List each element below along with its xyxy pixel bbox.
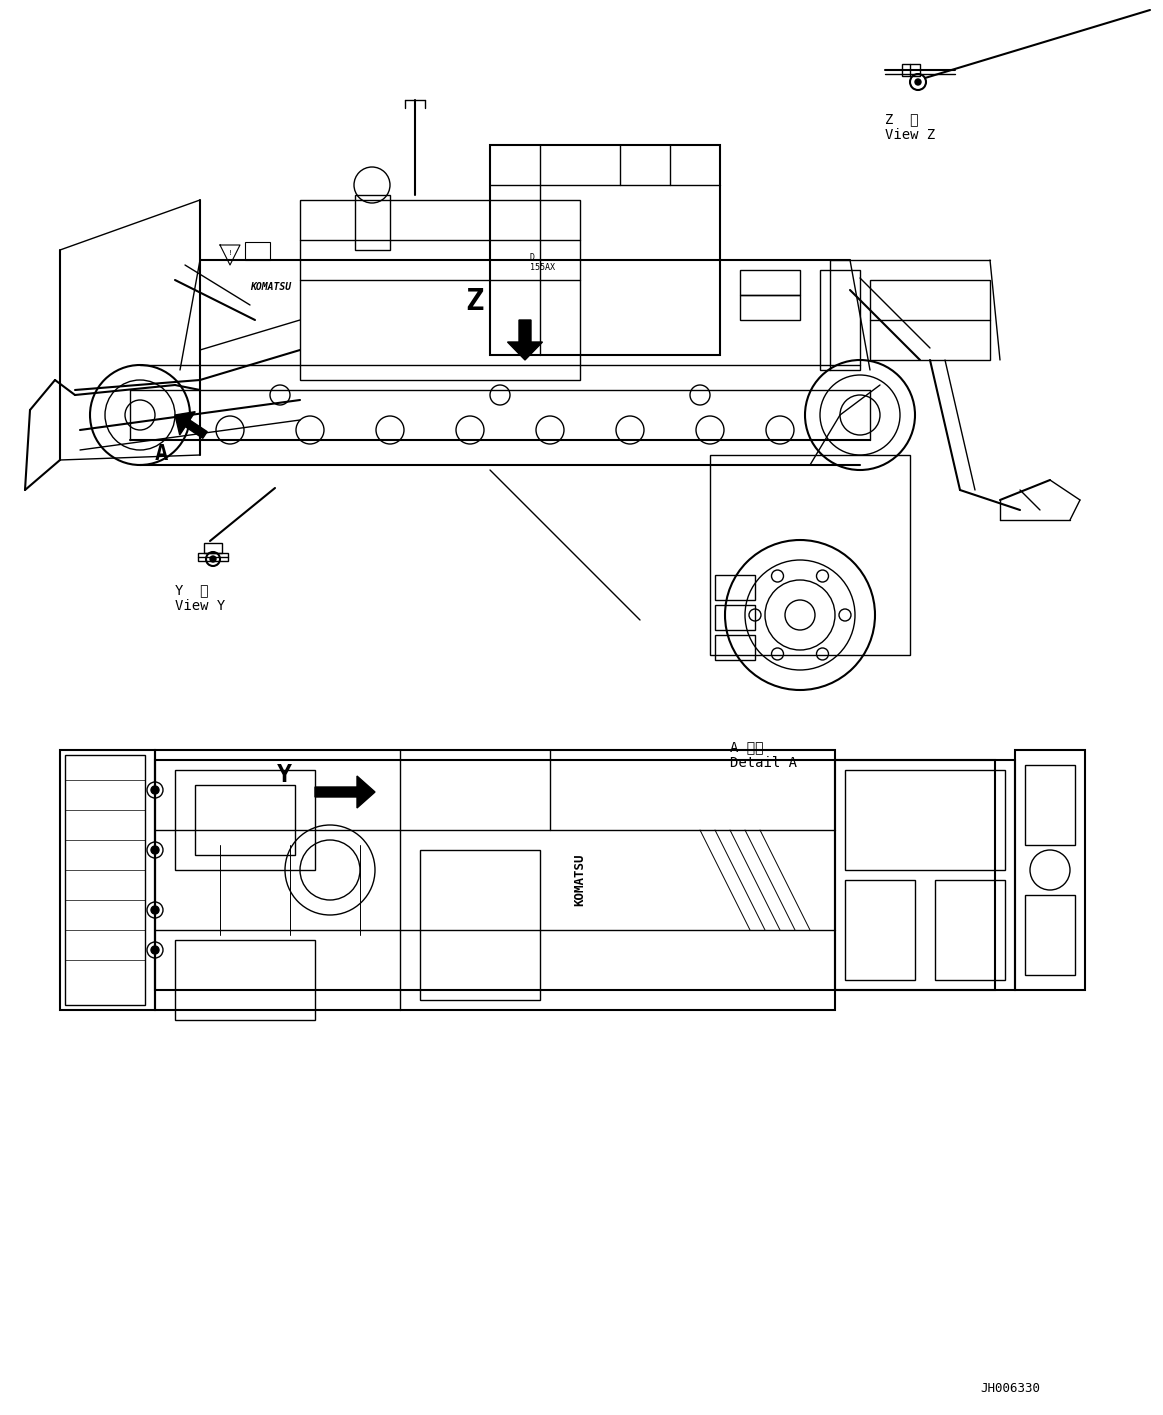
FancyArrow shape [315,775,374,808]
Bar [65,756,145,1005]
Circle shape [151,846,159,855]
Text: Z: Z [465,287,484,316]
Bar [420,850,540,1000]
Bar [715,635,755,659]
Bar [846,880,915,981]
Bar [300,200,580,381]
Text: Y: Y [277,763,292,787]
Bar [715,574,755,600]
Bar [820,270,859,369]
Bar [709,456,909,655]
Circle shape [915,79,921,85]
Bar [870,280,990,359]
Text: Y  視
View Y: Y 視 View Y [174,583,226,613]
Bar [490,144,720,355]
FancyArrow shape [174,412,207,439]
Bar [355,195,390,250]
Bar [245,242,270,260]
Bar [174,940,315,1020]
Bar [835,760,1015,990]
Circle shape [151,785,159,794]
Circle shape [151,906,159,914]
Bar [155,750,835,1010]
Bar [195,785,295,855]
Text: KOMATSU: KOMATSU [250,282,291,291]
Bar [60,750,155,1010]
Bar [902,64,920,76]
Bar [1015,750,1085,990]
Bar [1025,896,1075,975]
Text: A: A [155,444,169,464]
Bar [846,770,1005,870]
Bar [1025,766,1075,845]
Text: !: ! [229,250,231,256]
Bar [715,606,755,630]
Text: A 詳細
Detail A: A 詳細 Detail A [730,740,797,770]
FancyArrow shape [507,320,542,359]
Bar [198,553,228,560]
Bar [935,880,1005,981]
Bar [204,543,222,553]
Circle shape [151,947,159,954]
Text: KOMATSU: KOMATSU [573,853,586,906]
Bar [174,770,315,870]
Circle shape [211,556,216,562]
Text: Z  視
View Z: Z 視 View Z [885,112,935,142]
Text: JH006330: JH006330 [980,1382,1040,1395]
Text: D
155AX: D 155AX [530,253,555,272]
Bar [740,270,800,294]
Bar [740,294,800,320]
Bar [155,760,996,990]
